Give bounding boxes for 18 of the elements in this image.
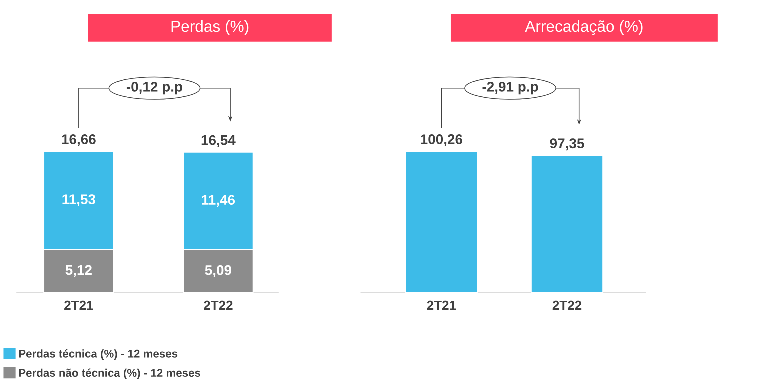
data-label: 97,35 <box>550 138 584 151</box>
x-tick-label: 2T21 <box>64 300 94 310</box>
chart-title: Arrecadação (%) <box>525 20 643 36</box>
data-label: 11,53 <box>62 194 96 207</box>
text: -2,91 p.p <box>482 82 538 95</box>
text: -0,12 p.p <box>126 82 182 95</box>
x-tick-label: 2T21 <box>427 300 456 310</box>
chart-title: Perdas (%) <box>172 20 249 36</box>
legend-label: Perdas não técnica (%) - 12 meses <box>19 368 201 380</box>
data-label: 11,46 <box>202 195 236 208</box>
x-tick-label: 2T22 <box>552 300 582 310</box>
data-label: 100,26 <box>421 134 463 146</box>
total-label: 16,54 <box>202 135 236 148</box>
legend-label: Perdas técnica (%) - 12 meses <box>19 350 178 360</box>
x-tick-label: 2T22 <box>204 300 233 310</box>
data-label: 5,09 <box>205 265 232 278</box>
data-label: 5,12 <box>66 265 92 278</box>
total-label: 16,66 <box>62 134 96 146</box>
